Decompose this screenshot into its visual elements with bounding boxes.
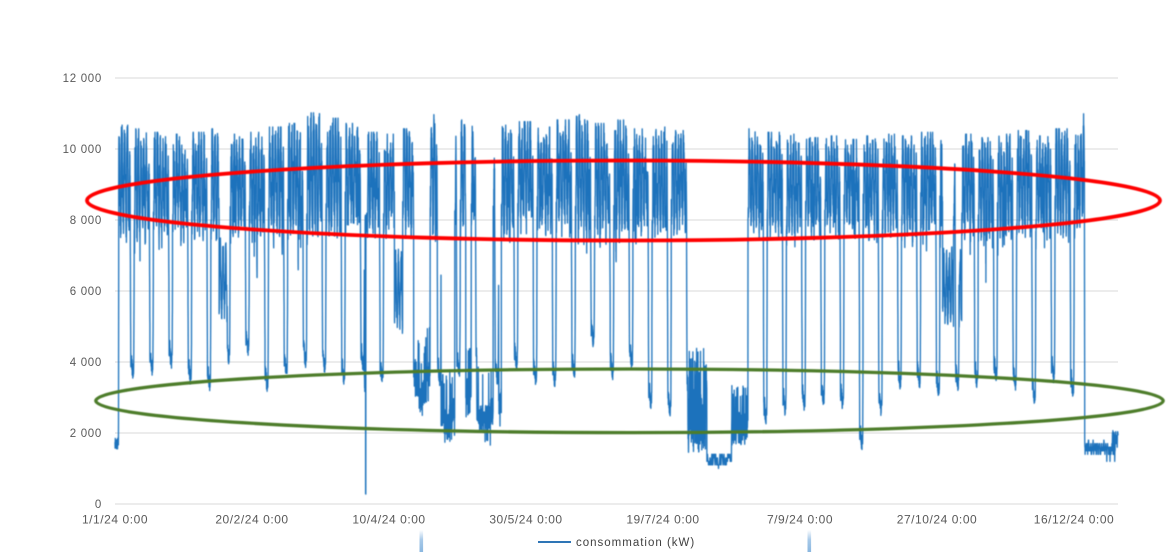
svg-text:8 000: 8 000	[70, 215, 102, 227]
svg-text:4 000: 4 000	[70, 357, 102, 369]
svg-text:12 000: 12 000	[63, 73, 102, 85]
svg-text:1/1/24 0:00: 1/1/24 0:00	[82, 513, 148, 527]
svg-text:0: 0	[95, 499, 102, 511]
svg-text:consommation (kW): consommation (kW)	[576, 537, 695, 549]
svg-text:30/5/24 0:00: 30/5/24 0:00	[489, 513, 562, 527]
svg-text:27/10/24 0:00: 27/10/24 0:00	[897, 513, 978, 527]
svg-text:7/9/24 0:00: 7/9/24 0:00	[767, 513, 833, 527]
svg-text:6 000: 6 000	[70, 286, 102, 298]
svg-text:16/12/24 0:00: 16/12/24 0:00	[1034, 513, 1115, 527]
svg-text:2 000: 2 000	[70, 428, 102, 440]
svg-text:10/4/24 0:00: 10/4/24 0:00	[352, 513, 425, 527]
svg-text:10 000: 10 000	[63, 144, 102, 156]
svg-text:19/7/24 0:00: 19/7/24 0:00	[626, 513, 699, 527]
svg-text:20/2/24 0:00: 20/2/24 0:00	[215, 513, 288, 527]
